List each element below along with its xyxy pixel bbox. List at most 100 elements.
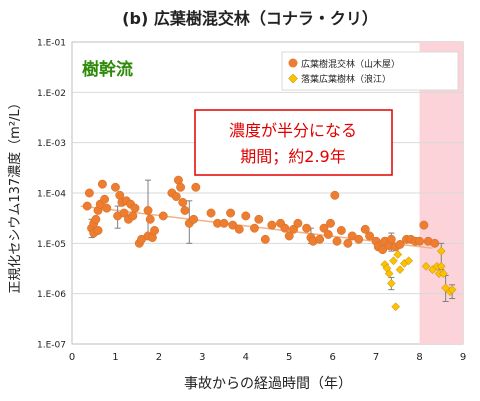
data-point-circle xyxy=(226,208,236,218)
data-point-circle xyxy=(315,234,325,244)
data-point-circle xyxy=(330,190,340,200)
x-tick-label: 5 xyxy=(286,352,292,363)
annotation-line1: 濃度が半分になる xyxy=(229,121,357,140)
data-point-circle xyxy=(419,220,429,230)
data-point-circle xyxy=(365,231,375,241)
series-yamakiya-points xyxy=(82,175,440,255)
data-point-circle xyxy=(180,206,190,215)
data-point-circle xyxy=(289,224,299,234)
inner-label: 樹幹流 xyxy=(82,59,133,80)
data-point-circle xyxy=(93,226,103,235)
data-point-circle xyxy=(228,220,238,230)
data-point-circle xyxy=(150,226,159,235)
y-tick-label: 1.E-01 xyxy=(37,39,66,49)
data-point-diamond xyxy=(436,261,446,271)
data-point-circle xyxy=(84,188,94,198)
chart-title: (b) 広葉樹混交林（コナラ・クリ） xyxy=(122,9,378,28)
data-point-circle xyxy=(302,223,312,233)
x-tick-label: 0 xyxy=(69,352,75,363)
data-point-circle xyxy=(280,223,290,233)
data-point-circle xyxy=(241,211,251,221)
data-point-circle xyxy=(343,238,353,248)
data-point-circle xyxy=(145,214,155,224)
data-point-circle xyxy=(82,201,92,211)
data-point-circle xyxy=(191,182,201,192)
data-point-circle xyxy=(97,179,107,189)
data-point-circle xyxy=(128,211,138,221)
x-tick-label: 6 xyxy=(329,352,335,363)
x-tick-label: 8 xyxy=(416,352,422,363)
data-point-circle xyxy=(100,194,110,204)
data-point-circle xyxy=(395,240,405,249)
legend: 広葉樹混交林（山木屋） 落葉広葉樹林（浪江） xyxy=(281,51,459,91)
data-point-circle xyxy=(430,238,440,248)
y-tick-label: 1.E-05 xyxy=(37,240,66,250)
data-point-diamond xyxy=(395,265,405,275)
y-tick-labels: 1.E-07 1.E-06 1.E-05 1.E-04 1.E-03 1.E-02 1.E-… xyxy=(37,39,66,351)
x-tick-label: 3 xyxy=(199,352,205,363)
legend-marker-diamond xyxy=(288,73,298,84)
data-point-circle xyxy=(119,208,129,218)
data-point-circle xyxy=(354,234,364,244)
data-point-circle xyxy=(293,218,303,228)
legend-label-series1: 広葉樹混交林（山木屋） xyxy=(301,58,400,70)
legend-box xyxy=(281,51,459,91)
x-axis-label: 事故からの経過時間（年） xyxy=(184,376,352,392)
data-point-circle xyxy=(378,245,388,255)
annotation-box xyxy=(194,109,393,176)
data-point-circle xyxy=(386,234,396,244)
data-point-circle xyxy=(171,192,181,202)
data-point-diamond xyxy=(439,269,448,278)
data-point-diamond xyxy=(404,256,414,266)
data-point-circle xyxy=(178,197,188,207)
annotation: 濃度が半分になる 期間；約2.9年 xyxy=(194,109,393,176)
data-point-diamond xyxy=(384,269,394,278)
data-point-diamond xyxy=(393,250,403,259)
data-point-circle xyxy=(360,224,370,234)
series-namie-points xyxy=(380,246,457,312)
data-point-circle xyxy=(189,214,199,224)
x-tick-label: 4 xyxy=(243,352,249,363)
y-tick-label: 1.E-06 xyxy=(37,290,66,300)
data-point-circle xyxy=(110,182,120,192)
x-tick-label: 9 xyxy=(460,352,466,363)
data-point-diamond xyxy=(391,302,401,312)
data-point-diamond xyxy=(441,283,450,293)
data-point-circle xyxy=(176,182,186,192)
data-point-circle xyxy=(326,218,335,228)
data-point-diamond xyxy=(389,256,398,266)
data-point-circle xyxy=(130,203,140,213)
legend-label-series2: 落葉広葉樹林（浪江） xyxy=(301,73,391,85)
y-tick-label: 1.E-02 xyxy=(37,89,66,99)
data-point-circle xyxy=(254,214,264,224)
data-point-circle xyxy=(158,211,168,221)
x-tick-label: 2 xyxy=(156,352,162,363)
data-point-circle xyxy=(234,224,244,234)
data-point-circle xyxy=(206,208,216,218)
data-point-circle xyxy=(415,236,425,246)
data-point-circle xyxy=(91,214,101,224)
annotation-line2: 期間；約2.9年 xyxy=(240,147,345,166)
data-point-diamond xyxy=(421,261,431,271)
y-tick-label: 1.E-03 xyxy=(37,139,66,149)
x-tick-labels: 0 1 2 3 4 5 6 7 8 9 xyxy=(69,352,466,363)
data-point-circle xyxy=(260,234,270,244)
data-point-diamond xyxy=(436,246,446,256)
data-point-circle xyxy=(284,231,294,241)
data-point-circle xyxy=(102,203,112,213)
data-point-diamond xyxy=(386,279,396,288)
data-point-diamond xyxy=(447,285,457,295)
data-point-circle xyxy=(319,223,329,233)
data-point-circle xyxy=(323,230,333,239)
y-axis-label: 正規化セシウム137濃度（m²/L） xyxy=(7,96,23,293)
x-tick-label: 1 xyxy=(112,352,118,363)
data-point-circle xyxy=(332,236,342,246)
y-tick-label: 1.E-04 xyxy=(37,190,66,200)
data-point-circle xyxy=(267,220,277,230)
data-point-circle xyxy=(336,226,346,235)
legend-marker-circle xyxy=(288,58,298,68)
x-tick-label: 7 xyxy=(373,352,379,363)
data-point-circle xyxy=(143,206,153,215)
data-point-circle xyxy=(250,223,259,233)
